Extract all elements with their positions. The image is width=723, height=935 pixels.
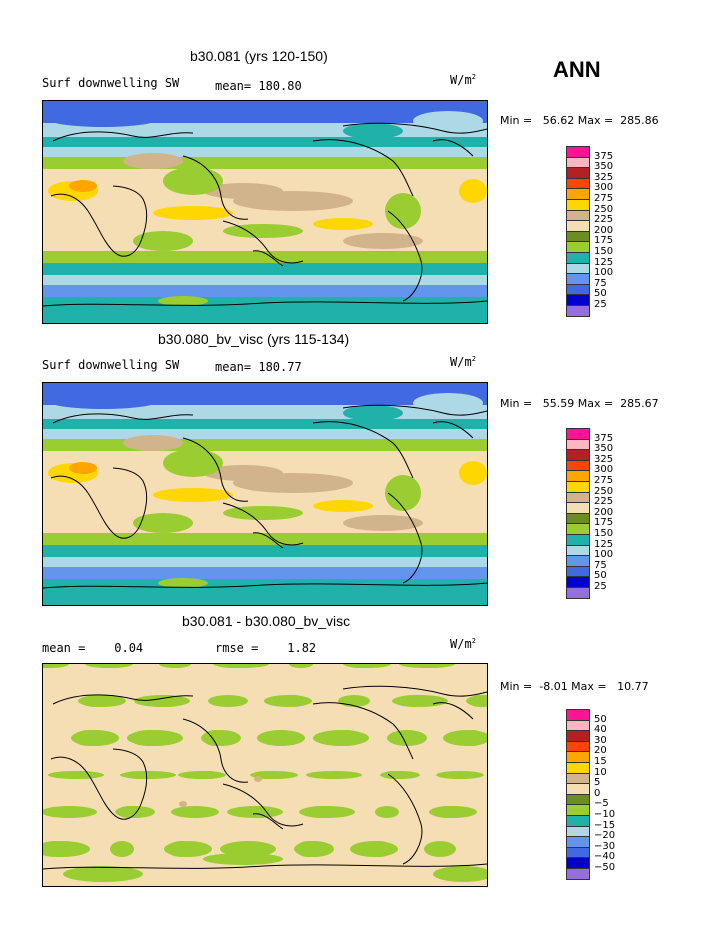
colorbar: 375 350 325 300 275 250 225 200 175 150 125 100 75 50… bbox=[566, 146, 626, 318]
colorbar-tick-label: 275 bbox=[594, 475, 614, 486]
colorbar-tick-label: 150 bbox=[594, 528, 614, 539]
map-plot bbox=[43, 383, 487, 605]
minmax-label: Min = -8.01 Max = 10.77 bbox=[500, 680, 649, 693]
colorbar-tick-label: 150 bbox=[594, 246, 614, 257]
rmse-label: rmse = 1.82 bbox=[215, 641, 317, 655]
colorbar-tick-label: 10 bbox=[594, 766, 607, 778]
colorbar-tick-label: 100 bbox=[594, 267, 614, 279]
colorbar-tick-label: 50 bbox=[594, 713, 607, 725]
colorbar-tick-label: 325 bbox=[594, 453, 614, 465]
mean-label: mean= 180.77 bbox=[215, 360, 302, 374]
minmax-label: Min = 55.59 Max = 285.67 bbox=[500, 397, 659, 410]
season-label: ANN bbox=[553, 57, 601, 82]
colorbar-tick-label: 375 bbox=[594, 150, 614, 162]
colorbar-tick-label: 15 bbox=[594, 756, 607, 767]
colorbar-tick-label: 350 bbox=[594, 443, 614, 455]
colorbar-tick-label: 30 bbox=[594, 734, 607, 746]
colorbar-tick-label: −5 bbox=[594, 798, 609, 810]
map-control bbox=[42, 100, 488, 324]
units-label: W/m2 bbox=[450, 355, 476, 369]
colorbar: 375 350 325 300 275 250 225 200 175 150 125 100 75 50… bbox=[566, 428, 626, 600]
colorbar-tick-label: 350 bbox=[594, 161, 614, 173]
colorbar-tick-label: 75 bbox=[594, 559, 607, 571]
colorbar-tick-label: −50 bbox=[594, 862, 616, 873]
variable-label: Surf downwelling SW bbox=[42, 76, 180, 90]
colorbar-swatch bbox=[566, 305, 590, 317]
map-plot bbox=[43, 101, 487, 323]
colorbar-tick-label: 300 bbox=[594, 182, 614, 194]
colorbar-swatch bbox=[566, 868, 590, 880]
minmax-label: Min = 56.62 Max = 285.86 bbox=[500, 114, 659, 127]
colorbar-tick-label: 100 bbox=[594, 549, 614, 561]
colorbar-tick-label: 50 bbox=[594, 570, 607, 582]
colorbar: 50 40 30 20 15 10 5 0 −5 −10 −15 −20 −30 −40 −50 bbox=[566, 709, 626, 881]
colorbar-tick-label: 40 bbox=[594, 724, 607, 736]
colorbar-tick-label: −10 bbox=[594, 809, 616, 820]
variable-label: Surf downwelling SW bbox=[42, 358, 180, 372]
colorbar-tick-label: 20 bbox=[594, 745, 607, 757]
map-test bbox=[42, 382, 488, 606]
colorbar-tick-label: 25 bbox=[594, 581, 607, 592]
colorbar-tick-label: 175 bbox=[594, 517, 614, 529]
colorbar-tick-label: −40 bbox=[594, 851, 616, 863]
colorbar-tick-label: 125 bbox=[594, 538, 614, 550]
colorbar-tick-label: 250 bbox=[594, 485, 614, 497]
colorbar-tick-label: 300 bbox=[594, 464, 614, 476]
units-label: W/m2 bbox=[450, 637, 476, 651]
colorbar-tick-label: −30 bbox=[594, 840, 616, 852]
colorbar-swatch bbox=[566, 587, 590, 599]
colorbar-tick-label: 225 bbox=[594, 496, 614, 508]
colorbar-tick-label: 250 bbox=[594, 203, 614, 215]
panel-title: b30.081 - b30.080_bv_visc bbox=[182, 613, 351, 629]
colorbar-tick-label: −15 bbox=[594, 819, 616, 831]
colorbar-tick-label: 200 bbox=[594, 224, 614, 236]
colorbar-tick-label: 275 bbox=[594, 193, 614, 204]
mean-label: mean= 180.80 bbox=[215, 79, 302, 93]
colorbar-tick-label: 5 bbox=[594, 777, 601, 789]
colorbar-tick-label: 325 bbox=[594, 171, 614, 183]
units-label: W/m2 bbox=[450, 73, 476, 87]
colorbar-tick-label: −20 bbox=[594, 830, 616, 842]
map-plot bbox=[43, 664, 487, 886]
colorbar-tick-label: 25 bbox=[594, 299, 607, 310]
mean-label: mean = 0.04 bbox=[42, 641, 144, 655]
colorbar-tick-label: 125 bbox=[594, 256, 614, 268]
colorbar-tick-label: 225 bbox=[594, 214, 614, 226]
colorbar-tick-label: 200 bbox=[594, 506, 614, 518]
colorbar-tick-label: 375 bbox=[594, 432, 614, 444]
colorbar-tick-label: 50 bbox=[594, 288, 607, 300]
map-difference bbox=[42, 663, 488, 887]
colorbar-tick-label: 0 bbox=[594, 787, 601, 799]
colorbar-tick-label: 175 bbox=[594, 235, 614, 247]
panel-title: b30.080_bv_visc (yrs 115-134) bbox=[158, 331, 350, 347]
panel-title: b30.081 (yrs 120-150) bbox=[190, 48, 328, 64]
colorbar-tick-label: 75 bbox=[594, 277, 607, 289]
